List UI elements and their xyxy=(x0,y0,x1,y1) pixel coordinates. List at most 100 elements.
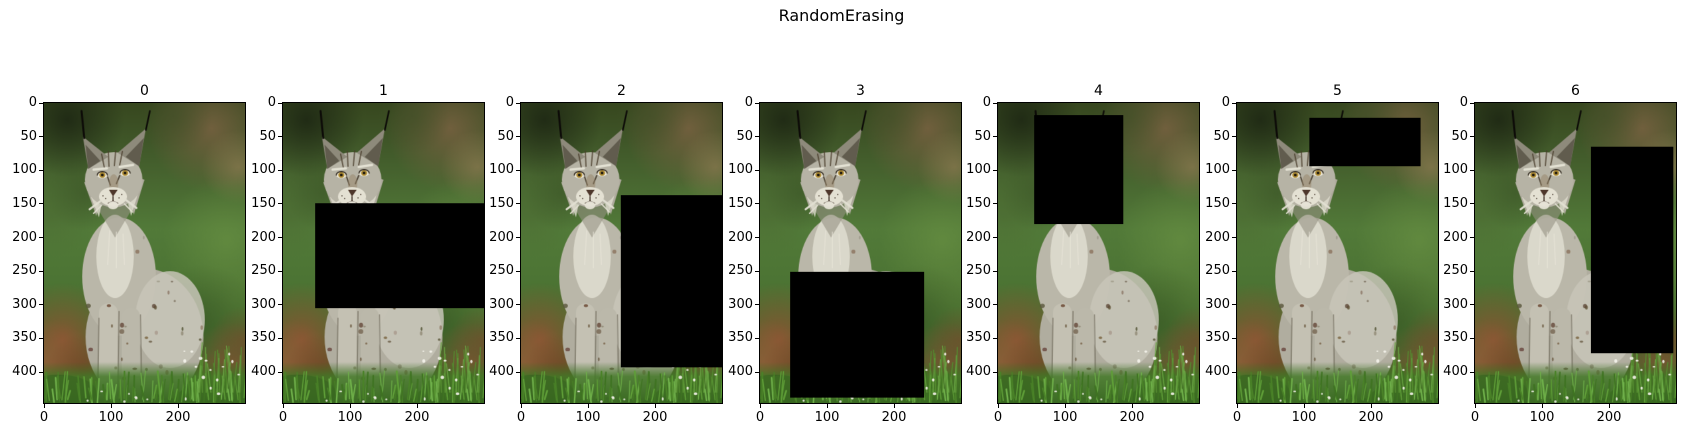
x-tick-label: 100 xyxy=(1052,410,1078,425)
y-tick-mark xyxy=(755,203,759,205)
y-tick-label: 150 xyxy=(489,195,514,211)
y-tick-mark xyxy=(39,102,43,104)
x-tick-label: 200 xyxy=(1596,410,1622,425)
y-tick-label: 300 xyxy=(489,296,514,312)
y-tick-mark xyxy=(993,169,997,171)
y-tick-mark xyxy=(1470,371,1474,373)
y-tick-label: 400 xyxy=(966,364,991,380)
y-tick-mark xyxy=(278,169,282,171)
x-tick-label: 100 xyxy=(98,410,124,425)
lynx-image-canvas xyxy=(44,103,245,403)
x-tick-mark xyxy=(1370,404,1372,408)
x-tick-mark xyxy=(997,404,999,408)
y-tick-label: 250 xyxy=(489,263,514,279)
y-tick-label: 100 xyxy=(1205,162,1230,178)
y-tick-mark xyxy=(1470,304,1474,306)
y-tick-mark xyxy=(1470,102,1474,104)
y-tick-label: 100 xyxy=(12,162,37,178)
x-tick-mark xyxy=(177,404,179,408)
subplot-3-axes xyxy=(760,103,961,403)
x-tick-mark xyxy=(43,404,45,408)
y-tick-mark xyxy=(1470,203,1474,205)
y-tick-label: 0 xyxy=(28,95,37,110)
y-tick-mark xyxy=(39,371,43,373)
x-tick-mark xyxy=(1131,404,1133,408)
x-tick-label: 200 xyxy=(881,410,907,425)
y-tick-label: 50 xyxy=(736,128,753,144)
y-tick-mark xyxy=(755,102,759,104)
x-tick-mark xyxy=(587,404,589,408)
y-tick-label: 250 xyxy=(1205,263,1230,279)
subplot-4-title: 4 xyxy=(1094,83,1103,99)
subplot-1-title: 1 xyxy=(379,83,388,99)
y-tick-label: 100 xyxy=(1443,162,1468,178)
lynx-image-canvas xyxy=(998,103,1199,403)
y-tick-mark xyxy=(516,237,520,239)
y-tick-label: 50 xyxy=(259,128,276,144)
y-tick-label: 250 xyxy=(966,263,991,279)
y-tick-mark xyxy=(278,270,282,272)
y-tick-mark xyxy=(516,371,520,373)
y-tick-label: 250 xyxy=(728,263,753,279)
y-tick-mark xyxy=(755,169,759,171)
x-tick-mark xyxy=(1064,404,1066,408)
y-tick-label: 250 xyxy=(1443,263,1468,279)
y-tick-label: 50 xyxy=(20,128,37,144)
x-tick-mark xyxy=(110,404,112,408)
lynx-image-canvas xyxy=(1237,103,1438,403)
x-tick-label: 0 xyxy=(993,410,1003,425)
y-tick-label: 50 xyxy=(1451,128,1468,144)
y-tick-mark xyxy=(755,270,759,272)
y-tick-mark xyxy=(39,169,43,171)
y-tick-label: 150 xyxy=(251,195,276,211)
y-tick-mark xyxy=(278,237,282,239)
x-tick-mark xyxy=(416,404,418,408)
y-tick-mark xyxy=(993,337,997,339)
y-tick-label: 0 xyxy=(505,95,514,110)
y-tick-label: 50 xyxy=(974,128,991,144)
y-tick-mark xyxy=(1232,371,1236,373)
lynx-image-canvas xyxy=(760,103,961,403)
y-tick-label: 200 xyxy=(1443,229,1468,245)
subplot-5-title: 5 xyxy=(1333,83,1342,99)
y-tick-mark xyxy=(516,169,520,171)
x-tick-label: 200 xyxy=(1119,410,1145,425)
y-tick-mark xyxy=(278,203,282,205)
y-tick-label: 250 xyxy=(251,263,276,279)
y-tick-mark xyxy=(1470,270,1474,272)
y-tick-label: 100 xyxy=(728,162,753,178)
y-tick-label: 100 xyxy=(966,162,991,178)
y-tick-label: 350 xyxy=(1205,330,1230,346)
y-tick-label: 300 xyxy=(1205,296,1230,312)
x-tick-label: 0 xyxy=(516,410,526,425)
y-tick-label: 50 xyxy=(1213,128,1230,144)
subplot-4-axes xyxy=(998,103,1199,403)
y-tick-mark xyxy=(1470,337,1474,339)
y-tick-mark xyxy=(39,203,43,205)
y-tick-label: 0 xyxy=(744,95,753,110)
x-tick-label: 100 xyxy=(1291,410,1317,425)
y-tick-label: 200 xyxy=(251,229,276,245)
y-tick-mark xyxy=(1470,237,1474,239)
x-tick-mark xyxy=(1236,404,1238,408)
y-tick-label: 0 xyxy=(267,95,276,110)
y-tick-mark xyxy=(993,102,997,104)
x-tick-label: 100 xyxy=(575,410,601,425)
y-tick-mark xyxy=(516,304,520,306)
y-tick-mark xyxy=(39,270,43,272)
y-tick-label: 400 xyxy=(12,364,37,380)
y-tick-mark xyxy=(278,337,282,339)
y-tick-mark xyxy=(39,304,43,306)
x-tick-label: 100 xyxy=(1529,410,1555,425)
subplot-0-axes xyxy=(44,103,245,403)
x-tick-mark xyxy=(1541,404,1543,408)
x-tick-mark xyxy=(349,404,351,408)
y-tick-mark xyxy=(993,270,997,272)
y-tick-label: 50 xyxy=(497,128,514,144)
y-tick-mark xyxy=(278,304,282,306)
subplot-6-axes xyxy=(1475,103,1676,403)
y-tick-mark xyxy=(1232,136,1236,138)
x-tick-mark xyxy=(1303,404,1305,408)
x-tick-mark xyxy=(282,404,284,408)
